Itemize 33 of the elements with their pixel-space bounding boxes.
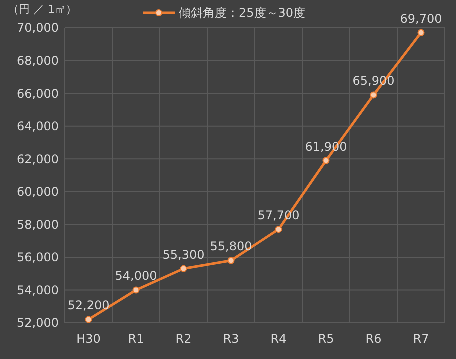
point [180,265,188,272]
y-tick-label: 58,000 [17,218,59,232]
y-tick-label: 68,000 [17,54,59,68]
point [322,157,330,164]
text: 55,300 [162,248,205,262]
y-tick-label: 52,000 [17,316,59,330]
x-tick-label: H30 [76,332,101,346]
point [370,92,378,99]
x-tick-label: R5 [318,332,334,346]
text: 54,000 [115,269,158,284]
y-tick-label: 66,000 [17,86,59,101]
y-tick-label: 64,000 [17,120,59,134]
point [85,316,92,324]
y-axis-title: （円 ／ 1㎡） [8,3,77,16]
y-tick-label: 60,000 [17,185,59,200]
x-tick-label: R2 [176,332,192,346]
point [275,226,282,234]
x-tick-label: R7 [413,332,430,346]
y-tick-label: 62,000 [17,152,59,166]
text: 52,200 [68,298,110,313]
point [418,29,425,36]
point [132,286,140,294]
text: 69,700 [400,12,442,26]
x-tick-label: R1 [128,332,144,346]
text: 55,800 [210,240,252,254]
y-tick-label: 56,000 [17,250,59,265]
x-tick-label: R3 [223,332,240,346]
y-tick-label: 54,000 [17,283,59,298]
x-tick-label: R6 [366,332,382,346]
y-tick-label: 70,000 [17,21,59,36]
x-tick-label: R4 [270,332,287,346]
point [228,257,235,264]
legend-label: 傾斜角度：25度～30度 [179,6,306,20]
